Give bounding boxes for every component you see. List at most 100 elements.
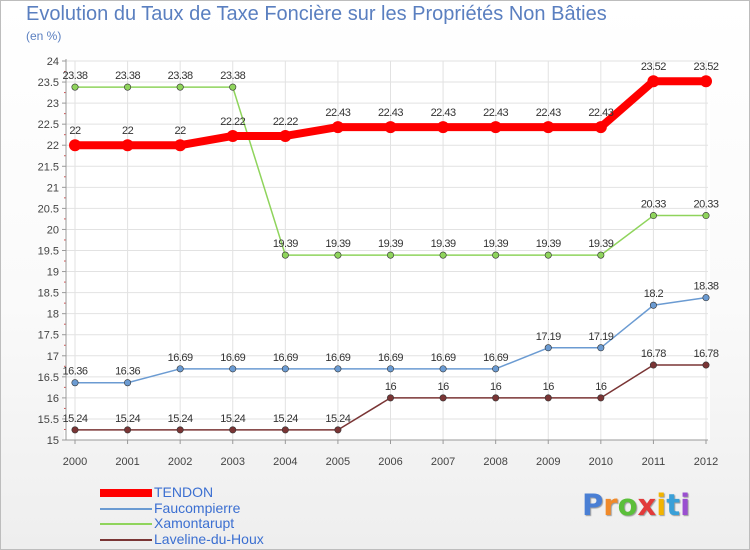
data-label-0: 22.22 [220, 116, 245, 128]
y-tick-label: 23 [47, 98, 59, 110]
x-tick-label: 2001 [115, 456, 139, 468]
data-point-2 [229, 83, 237, 91]
data-point-3 [544, 394, 552, 402]
data-point-1 [702, 294, 710, 302]
data-point-2 [649, 212, 657, 220]
y-tick-label: 17 [47, 351, 59, 363]
data-point-3 [439, 394, 447, 402]
y-tick-label: 23.5 [38, 77, 59, 89]
data-label-2: 19.39 [483, 238, 508, 250]
y-tick-label: 22 [47, 140, 59, 152]
y-tick-label: 18 [47, 309, 59, 321]
data-point-2 [124, 83, 132, 91]
data-label-0: 22.43 [325, 107, 350, 119]
data-point-1 [334, 365, 342, 373]
data-point-1 [124, 379, 132, 387]
legend-swatch-faucompierre [100, 507, 152, 510]
data-label-2: 19.39 [588, 238, 613, 250]
data-label-1: 16.69 [483, 352, 508, 364]
data-label-3: 16 [490, 381, 502, 393]
y-tick-label: 22.5 [38, 119, 59, 131]
data-label-0: 22.43 [378, 107, 403, 119]
logo-letter: r [603, 488, 618, 522]
x-tick-label: 2004 [273, 456, 297, 468]
data-label-1: 16.69 [325, 352, 350, 364]
data-label-0: 22.43 [536, 107, 561, 119]
legend-swatch-xamontarupt [100, 523, 152, 525]
data-point-3 [492, 394, 500, 402]
data-label-2: 19.39 [378, 238, 403, 250]
data-label-3: 15.24 [325, 413, 350, 425]
data-label-3: 16 [385, 381, 397, 393]
x-tick-label: 2012 [694, 456, 718, 468]
data-label-3: 15.24 [62, 413, 87, 425]
data-label-1: 17.19 [536, 331, 561, 343]
data-label-1: 18.38 [693, 281, 718, 293]
x-tick-label: 2002 [168, 456, 192, 468]
data-point-0 [542, 121, 555, 134]
data-point-0 [594, 121, 607, 134]
x-tick-label: 2006 [378, 456, 402, 468]
y-tick-label: 16 [47, 393, 59, 405]
x-tick-label: 2000 [63, 456, 87, 468]
logo-letter: i [656, 488, 667, 522]
data-label-2: 23.38 [220, 70, 245, 82]
data-point-2 [492, 251, 500, 259]
y-tick-label: 17.5 [38, 330, 59, 342]
x-tick-label: 2008 [483, 456, 507, 468]
data-point-3 [176, 426, 184, 434]
data-point-2 [439, 251, 447, 259]
data-point-0 [226, 129, 239, 142]
y-tick-label: 15.5 [38, 414, 59, 426]
chart-title: Evolution du Taux de Taxe Foncière sur l… [26, 3, 607, 25]
data-label-0: 22 [122, 125, 134, 137]
data-point-1 [597, 344, 605, 352]
data-point-0 [384, 121, 397, 134]
x-tick-label: 2010 [589, 456, 613, 468]
data-label-1: 18.2 [644, 288, 664, 300]
data-point-0 [121, 139, 134, 152]
data-point-2 [176, 83, 184, 91]
data-point-2 [597, 251, 605, 259]
data-label-1: 16.69 [168, 352, 193, 364]
data-label-2: 19.39 [273, 238, 298, 250]
data-label-3: 16 [595, 381, 607, 393]
data-point-1 [439, 365, 447, 373]
logo-letter: o [617, 488, 638, 522]
data-label-2: 23.38 [168, 70, 193, 82]
data-label-2: 20.33 [693, 199, 718, 211]
data-point-1 [176, 365, 184, 373]
data-label-2: 23.38 [62, 70, 87, 82]
logo-letter: t [666, 488, 681, 522]
chart-subtitle: (en %) [26, 29, 62, 43]
logo-letter: i [680, 488, 691, 522]
data-label-1: 17.19 [588, 331, 613, 343]
data-label-2: 19.39 [536, 238, 561, 250]
data-label-1: 16.69 [273, 352, 298, 364]
data-label-1: 16.69 [378, 352, 403, 364]
data-point-1 [229, 365, 237, 373]
x-tick-label: 2005 [326, 456, 350, 468]
data-point-3 [597, 394, 605, 402]
data-point-3 [71, 426, 79, 434]
y-tick-label: 21 [47, 182, 59, 194]
data-label-1: 16.69 [220, 352, 245, 364]
data-label-2: 20.33 [641, 199, 666, 211]
data-label-3: 16.78 [693, 348, 718, 360]
legend-label: Laveline-du-Houx [154, 530, 264, 547]
data-point-3 [281, 426, 289, 434]
data-point-1 [544, 344, 552, 352]
y-tick-label: 19 [47, 267, 59, 279]
logo-letter: x [637, 488, 657, 522]
data-label-2: 23.38 [115, 70, 140, 82]
data-point-2 [334, 251, 342, 259]
data-point-1 [386, 365, 394, 373]
data-point-1 [281, 365, 289, 373]
y-tick-label: 19.5 [38, 246, 59, 258]
data-label-2: 19.39 [325, 238, 350, 250]
data-point-1 [649, 301, 657, 309]
x-tick-label: 2007 [431, 456, 455, 468]
data-point-2 [386, 251, 394, 259]
data-point-0 [700, 75, 712, 88]
